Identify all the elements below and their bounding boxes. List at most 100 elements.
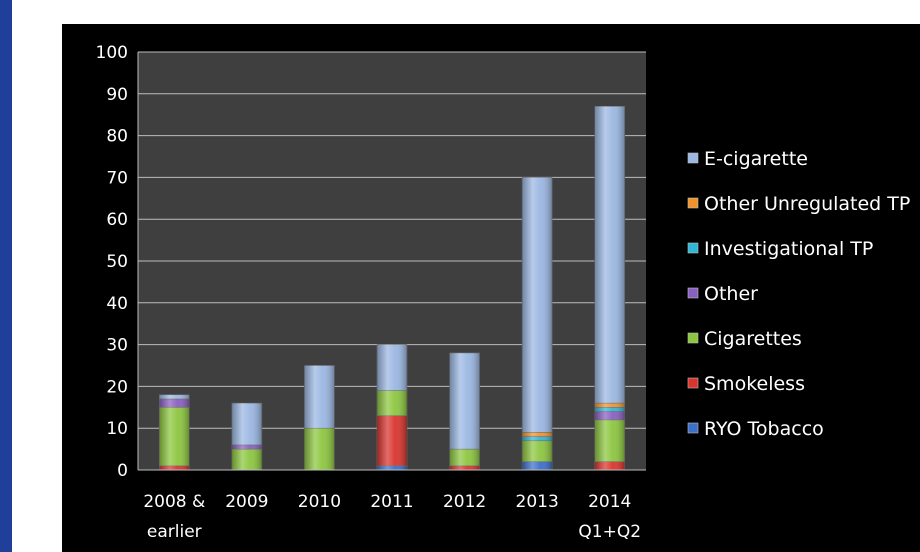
bar-sheen xyxy=(304,365,335,429)
bar-sheen xyxy=(377,344,407,391)
legend-item: Other xyxy=(687,283,758,305)
bar-sheen xyxy=(522,440,553,462)
bar-segment xyxy=(158,465,190,471)
legend-label: Cigarettes xyxy=(704,328,802,350)
bar-sheen xyxy=(449,352,480,450)
bars xyxy=(158,106,626,471)
legend-item: Cigarettes xyxy=(687,328,802,350)
legend-swatch xyxy=(687,287,699,299)
x-tick-label-line: 2014 xyxy=(588,492,631,512)
bar-sheen xyxy=(594,461,625,470)
bar-segment xyxy=(376,344,408,391)
bar-sheen xyxy=(522,177,553,433)
y-tick-label: 10 xyxy=(106,419,128,439)
bar-segment xyxy=(449,448,480,467)
bar-stack xyxy=(231,402,263,471)
y-axis: 0 10 20 30 40 50 60 70 80 90 100 xyxy=(96,43,139,481)
bar-sheen xyxy=(594,411,625,420)
bar-sheen xyxy=(594,407,625,412)
bar-stack xyxy=(158,394,190,471)
bar-stack xyxy=(304,365,335,471)
bar-stack xyxy=(521,177,553,471)
y-tick-label: 80 xyxy=(106,127,128,147)
bar-sheen xyxy=(522,432,553,437)
y-tick-label: 50 xyxy=(106,252,128,272)
x-tick-label: 2008 & earlier xyxy=(143,492,205,542)
y-tick-label: 70 xyxy=(106,168,128,188)
legend-swatch xyxy=(687,197,699,209)
bar-segment xyxy=(594,411,626,421)
y-tick-label: 60 xyxy=(106,210,128,230)
bar-segment xyxy=(449,465,480,471)
bar-segment xyxy=(304,365,335,429)
bar-segment xyxy=(158,394,190,400)
bar-segment xyxy=(594,419,626,462)
bar-segment xyxy=(376,465,408,471)
legend-swatch xyxy=(687,332,699,344)
bar-sheen xyxy=(159,465,190,470)
x-tick-label-line: 2012 xyxy=(443,492,486,512)
x-tick-label-line: 2013 xyxy=(516,492,559,512)
bar-sheen xyxy=(594,106,625,404)
bar-segment xyxy=(304,427,335,471)
legend-item: Other Unregulated TP xyxy=(687,193,910,215)
y-tick-label: 30 xyxy=(106,336,128,356)
bar-sheen xyxy=(159,398,190,408)
legend-item: RYO Tobacco xyxy=(687,418,824,440)
bar-segment xyxy=(594,402,626,408)
bar-segment xyxy=(521,440,553,462)
bar-segment xyxy=(158,398,190,408)
bar-segment xyxy=(158,406,190,467)
bar-sheen xyxy=(304,428,335,470)
bar-segment xyxy=(521,436,553,442)
legend-item: Smokeless xyxy=(687,373,805,395)
bar-sheen xyxy=(159,394,190,399)
legend-swatch xyxy=(687,377,699,389)
bar-segment xyxy=(594,106,626,404)
x-tick-label: 2009 xyxy=(225,492,268,512)
bar-segment xyxy=(376,390,408,416)
bar-stack xyxy=(449,352,480,471)
y-tick-label: 40 xyxy=(106,294,128,314)
bar-segment xyxy=(231,444,263,450)
bar-sheen xyxy=(377,415,407,466)
bar-stack xyxy=(594,106,626,471)
bar-sheen xyxy=(449,449,480,466)
bar-sheen xyxy=(522,436,553,441)
legend-swatch xyxy=(687,152,699,164)
legend-label: Other Unregulated TP xyxy=(704,193,910,215)
legend-swatch xyxy=(687,242,699,254)
bar-sheen xyxy=(377,465,407,470)
slide-left-bar xyxy=(0,0,12,552)
bar-segment xyxy=(231,402,263,446)
x-tick-label: 2013 xyxy=(516,492,559,512)
x-axis: 2008 & earlier 2009 2010 2011 2012 2013 2014 Q1+… xyxy=(138,469,646,542)
bar-sheen xyxy=(231,444,262,450)
bar-stack xyxy=(376,344,408,471)
y-tick-label: 100 xyxy=(96,43,128,63)
x-tick-label-line: earlier xyxy=(147,522,202,542)
bar-segment xyxy=(521,432,553,437)
bar-segment xyxy=(521,461,553,471)
legend: E-cigarette Other Unregulated TP Investiga… xyxy=(687,148,910,440)
y-tick-label: 0 xyxy=(117,461,128,481)
stacked-bar-chart: 0 10 20 30 40 50 60 70 80 90 100 2008 & earlier 2009… xyxy=(96,43,911,542)
bar-segment xyxy=(449,352,480,450)
legend-item: E-cigarette xyxy=(687,148,808,170)
legend-label: Other xyxy=(704,283,758,305)
bar-sheen xyxy=(377,390,407,416)
bar-sheen xyxy=(594,403,625,408)
bar-segment xyxy=(376,415,408,467)
x-tick-label: 2014 Q1+Q2 xyxy=(578,492,641,542)
bar-sheen xyxy=(231,403,262,445)
chart-panel: 0 10 20 30 40 50 60 70 80 90 100 2008 & earlier 2009… xyxy=(62,24,920,552)
legend-label: Investigational TP xyxy=(704,238,873,260)
bar-sheen xyxy=(522,461,553,470)
bar-sheen xyxy=(449,465,480,470)
x-tick-label-line: 2010 xyxy=(298,492,341,512)
legend-item: Investigational TP xyxy=(687,238,873,260)
bar-segment xyxy=(594,461,626,471)
x-tick-label-line: 2009 xyxy=(225,492,268,512)
x-tick-label-line: 2011 xyxy=(370,492,413,512)
bar-sheen xyxy=(159,407,190,466)
